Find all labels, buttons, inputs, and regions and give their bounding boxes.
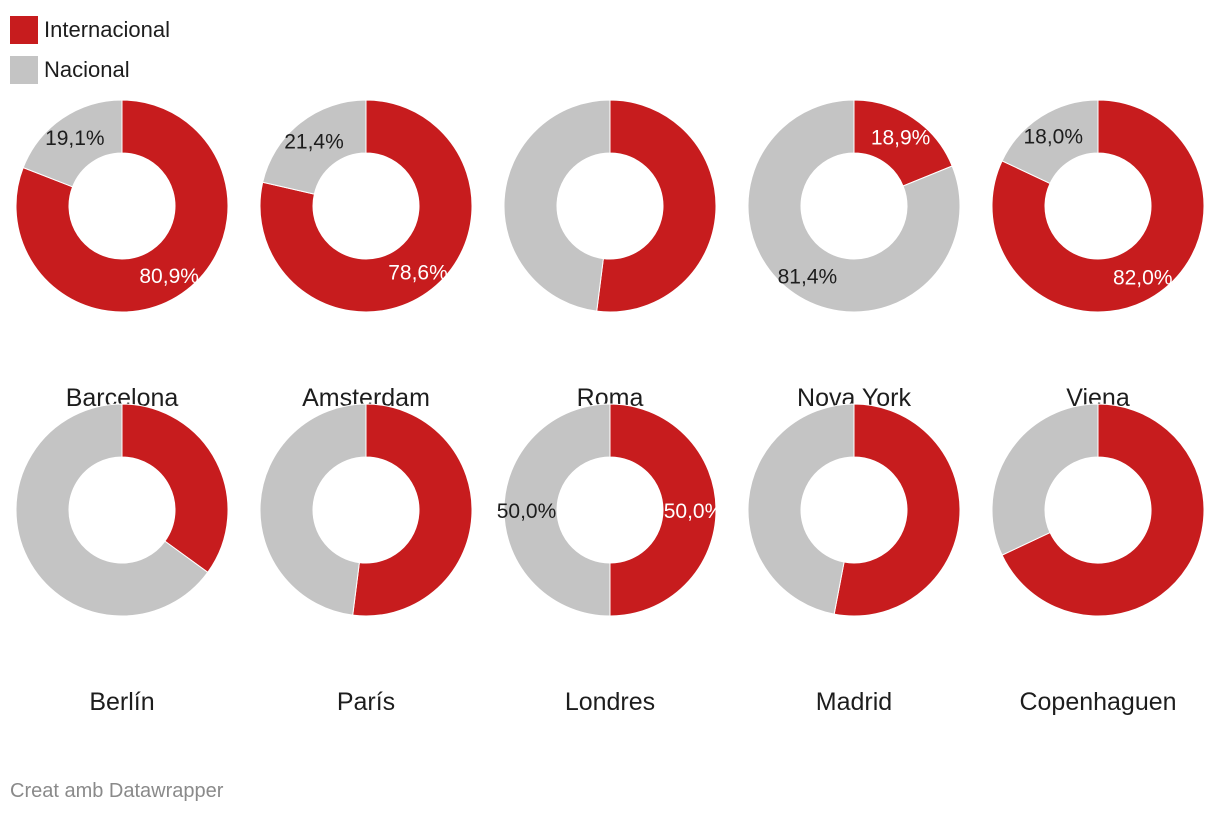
donut-amsterdam: 78,6%21,4%Amsterdam — [259, 99, 473, 412]
slice-internacional-amsterdam — [259, 99, 473, 313]
city-label-madrid: Madrid — [816, 688, 892, 716]
donut-roma: Roma — [503, 99, 717, 412]
slice-internacional-roma — [596, 99, 717, 313]
slice-nacional-berlin — [15, 403, 209, 617]
city-label-copenhaguen: Copenhaguen — [1019, 688, 1176, 716]
slice-nacional-barcelona — [22, 99, 123, 188]
value-label-nacional-londres: 50,0% — [497, 500, 557, 523]
slice-internacional-viena — [991, 99, 1205, 313]
legend-item-internacional: Internacional — [10, 10, 170, 50]
city-label-berlin: Berlín — [89, 688, 154, 716]
value-label-internacional-londres: 50,0% — [664, 500, 724, 523]
donut-madrid: Madrid — [747, 403, 961, 716]
legend-swatch-internacional — [10, 16, 38, 44]
slice-internacional-copenhaguen — [1001, 403, 1205, 617]
city-label-paris: París — [337, 688, 395, 716]
donut-paris: París — [259, 403, 473, 716]
slice-nacional-madrid — [747, 403, 855, 615]
legend-label-nacional: Nacional — [44, 57, 130, 82]
donut-barcelona: 80,9%19,1%Barcelona — [15, 99, 229, 412]
value-label-nacional-viena: 18,0% — [1023, 125, 1083, 148]
slice-nacional-amsterdam — [262, 99, 367, 195]
value-label-nacional-barcelona: 19,1% — [45, 127, 105, 150]
slice-nacional-londres — [503, 403, 611, 617]
legend: Internacional Nacional — [10, 10, 170, 90]
value-label-internacional-amsterdam: 78,6% — [388, 261, 448, 284]
donut-berlin: Berlín — [15, 403, 229, 716]
value-label-nacional-amsterdam: 21,4% — [284, 131, 344, 154]
donut-nova-york: 18,9%81,4%Nova York — [747, 99, 961, 412]
slice-nacional-copenhaguen — [991, 403, 1099, 556]
donut-viena: 82,0%18,0%Viena — [991, 99, 1205, 412]
value-label-nacional-nova-york: 81,4% — [778, 265, 838, 288]
legend-item-nacional: Nacional — [10, 50, 170, 90]
slice-nacional-nova-york — [747, 99, 961, 313]
value-label-internacional-nova-york: 18,9% — [871, 127, 931, 150]
slice-nacional-paris — [259, 403, 367, 616]
slice-nacional-roma — [503, 99, 611, 312]
donut-copenhaguen: Copenhaguen — [991, 403, 1205, 716]
slice-nacional-viena — [1001, 99, 1099, 185]
slice-internacional-paris — [352, 403, 473, 617]
slice-internacional-londres — [609, 403, 717, 617]
legend-swatch-nacional — [10, 56, 38, 84]
slice-internacional-barcelona — [15, 99, 229, 313]
slice-internacional-berlin — [121, 403, 229, 574]
donut-londres: 50,0% 50,0% Londres — [497, 403, 724, 716]
legend-label-internacional: Internacional — [44, 17, 170, 42]
city-label-londres: Londres — [565, 688, 655, 716]
value-label-internacional-viena: 82,0% — [1113, 267, 1173, 290]
footer-credit: Creat amb Datawrapper — [10, 780, 224, 802]
value-label-internacional-barcelona: 80,9% — [139, 265, 199, 288]
slice-internacional-madrid — [833, 403, 961, 617]
